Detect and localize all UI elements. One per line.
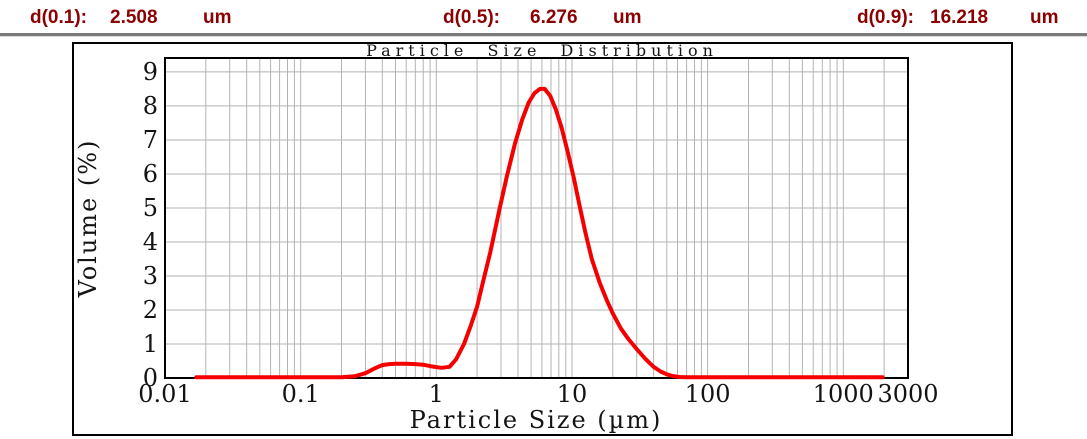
svg-text:5: 5	[143, 194, 158, 222]
svg-text:7: 7	[143, 126, 158, 154]
y-axis-title: Volume (%)	[74, 139, 102, 299]
d01-unit: um	[203, 7, 232, 28]
svg-text:3000: 3000	[877, 380, 938, 408]
d01-label: d(0.1):	[30, 7, 87, 28]
svg-text:1: 1	[143, 330, 158, 358]
y-tick-labels: 0 1 2 3 4 5 6 7 8 9	[143, 58, 158, 392]
svg-text:10: 10	[557, 380, 588, 408]
d05-label: d(0.5):	[443, 7, 500, 28]
svg-text:8: 8	[143, 92, 158, 120]
svg-text:100: 100	[685, 380, 731, 408]
x-tick-labels: 0.01 0.1 1 10 100 1000 3000	[138, 380, 938, 408]
chart-frame: 0 1 2 3 4 5 6 7 8 9 0.01 0.1 1 10 100 1000 3000 Particl…	[72, 41, 1013, 436]
svg-text:2: 2	[143, 296, 158, 324]
svg-text:0.01: 0.01	[138, 380, 191, 408]
x-axis-title: Particle Size (µm)	[410, 406, 663, 434]
particle-size-chart: 0 1 2 3 4 5 6 7 8 9 0.01 0.1 1 10 100 1000 3000 Particl…	[74, 41, 939, 434]
svg-text:0: 0	[143, 364, 158, 392]
d09-unit: um	[1030, 7, 1059, 28]
header-separator-line	[0, 33, 1087, 37]
svg-text:9: 9	[143, 58, 158, 86]
svg-text:4: 4	[143, 228, 158, 256]
d09-value: 16.218	[930, 7, 989, 28]
d05-unit: um	[613, 7, 642, 28]
svg-text:0.1: 0.1	[282, 380, 320, 408]
plot-border	[164, 57, 909, 379]
distribution-curve	[194, 86, 885, 380]
chart-title: Particle Size Distribution	[366, 44, 718, 60]
svg-text:1: 1	[429, 380, 444, 408]
d01-value: 2.508	[110, 7, 158, 28]
grid-lines	[165, 58, 908, 378]
d05-value: 6.276	[530, 7, 578, 28]
svg-text:6: 6	[143, 160, 158, 188]
d09-label: d(0.9):	[857, 7, 914, 28]
svg-text:3: 3	[143, 262, 158, 290]
svg-text:1000: 1000	[813, 380, 874, 408]
